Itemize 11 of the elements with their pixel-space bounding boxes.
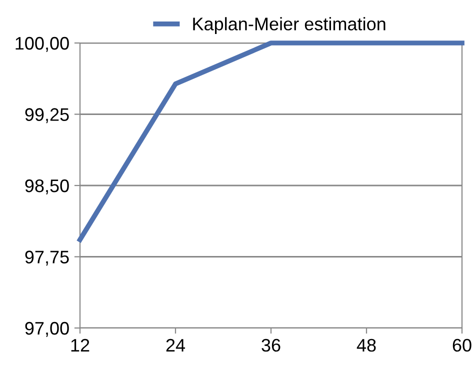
legend-label: Kaplan-Meier estimation (193, 17, 386, 34)
x-tick-label: 12 (71, 338, 90, 352)
y-tick-label: 97,75 (25, 250, 69, 266)
x-tick-label: 48 (356, 338, 376, 352)
x-tick-label: 24 (166, 338, 186, 352)
y-tick-label: 100,00 (16, 36, 69, 52)
x-tick-label: 60 (452, 338, 472, 352)
x-tick-label: 36 (262, 338, 280, 352)
y-tick-label: 99,25 (25, 108, 69, 124)
y-tick-label: 98,50 (25, 179, 69, 194)
y-tick-label: 97,00 (25, 322, 69, 337)
